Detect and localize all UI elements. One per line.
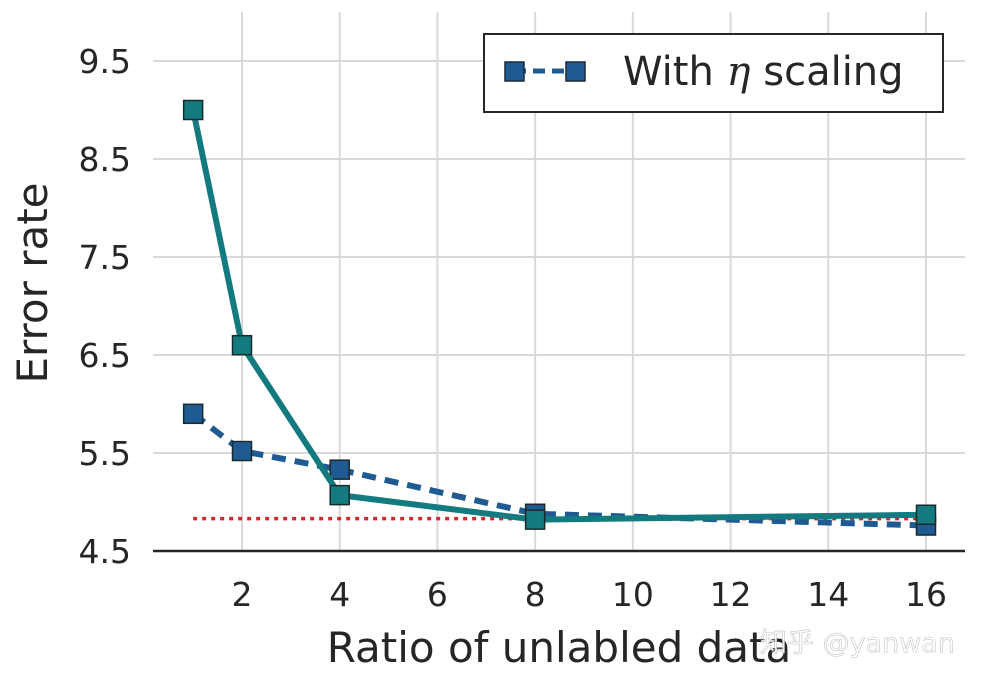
x-tick-label-10: 10 bbox=[612, 575, 654, 614]
data-point-without-scaling-1 bbox=[182, 99, 204, 121]
y-tick-label-7_5: 7.5 bbox=[79, 238, 131, 277]
tick-layer: 2 4 6 8 10 12 14 16 4.5 5.5 6.5 7.5 8.5 9.5 bbox=[79, 42, 947, 614]
series-layer bbox=[182, 99, 937, 536]
data-point-without-scaling-2 bbox=[231, 334, 253, 356]
y-tick-label-8_5: 8.5 bbox=[79, 140, 131, 179]
legend: With η scaling bbox=[483, 33, 944, 113]
data-point-without-scaling-16 bbox=[915, 504, 937, 525]
y-axis-label: Error rate bbox=[8, 182, 57, 383]
legend-marker-right bbox=[565, 61, 586, 82]
series-line-with-scaling bbox=[191, 411, 927, 529]
legend-marker-left bbox=[504, 61, 525, 82]
y-tick-label-9_5: 9.5 bbox=[79, 42, 131, 81]
series-line-without-scaling bbox=[190, 109, 927, 523]
data-point-with-scaling-2 bbox=[231, 440, 253, 462]
data-point-with-scaling-4 bbox=[329, 459, 350, 480]
watermark: 知乎 @yanwan bbox=[760, 628, 955, 659]
x-tick-label-12: 12 bbox=[710, 575, 752, 614]
x-tick-label-8: 8 bbox=[525, 575, 546, 614]
y-tick-label-4_5: 4.5 bbox=[79, 532, 131, 571]
x-tick-label-14: 14 bbox=[807, 575, 849, 614]
legend-label: With η scaling bbox=[623, 49, 904, 95]
x-tick-label-2: 2 bbox=[232, 575, 253, 614]
y-tick-label-6_5: 6.5 bbox=[79, 336, 131, 375]
x-tick-label-4: 4 bbox=[329, 575, 350, 614]
x-axis-label: Ratio of unlabled data bbox=[327, 623, 791, 672]
data-point-without-scaling-8 bbox=[524, 509, 546, 530]
data-point-with-scaling-1 bbox=[182, 403, 204, 425]
y-tick-label-5_5: 5.5 bbox=[79, 434, 131, 473]
data-point-without-scaling-4 bbox=[329, 484, 350, 506]
x-tick-label-16: 16 bbox=[905, 575, 947, 614]
x-tick-label-6: 6 bbox=[427, 575, 448, 614]
